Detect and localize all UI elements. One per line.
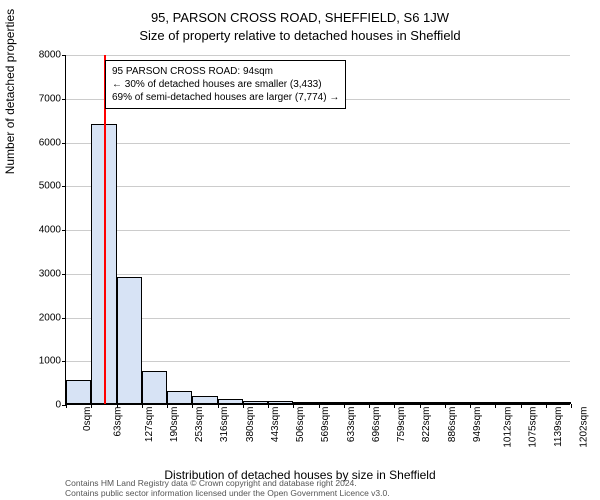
x-tick-label: 886sqm bbox=[447, 407, 458, 443]
x-tick-label: 443sqm bbox=[270, 407, 281, 443]
x-tick-label: 1012sqm bbox=[503, 407, 514, 448]
y-tick-label: 8000 bbox=[26, 50, 61, 61]
histogram-chart: 95, PARSON CROSS ROAD, SHEFFIELD, S6 1JW… bbox=[0, 0, 600, 500]
grid-line bbox=[66, 186, 570, 187]
x-tick-label: 506sqm bbox=[295, 407, 306, 443]
annotation-line1: 95 PARSON CROSS ROAD: 94sqm bbox=[112, 65, 339, 78]
y-tick-mark bbox=[62, 361, 66, 362]
x-tick-mark bbox=[293, 404, 294, 408]
y-tick-label: 4000 bbox=[26, 225, 61, 236]
x-tick-mark bbox=[268, 404, 269, 408]
histogram-bar bbox=[142, 371, 167, 404]
histogram-bar bbox=[394, 402, 419, 404]
annotation-box: 95 PARSON CROSS ROAD: 94sqm ← 30% of det… bbox=[105, 60, 346, 109]
y-tick-mark bbox=[62, 274, 66, 275]
y-tick-mark bbox=[62, 230, 66, 231]
histogram-bar bbox=[420, 402, 445, 404]
x-tick-label: 822sqm bbox=[421, 407, 432, 443]
y-tick-label: 1000 bbox=[26, 356, 61, 367]
x-tick-label: 1202sqm bbox=[578, 407, 589, 448]
x-tick-mark bbox=[571, 404, 572, 408]
attribution-text: Contains HM Land Registry data © Crown c… bbox=[65, 478, 390, 498]
x-tick-mark bbox=[91, 404, 92, 408]
histogram-bar bbox=[192, 396, 217, 404]
histogram-bar bbox=[243, 401, 268, 405]
histogram-bar bbox=[117, 277, 142, 404]
histogram-bar bbox=[293, 402, 318, 404]
histogram-bar bbox=[495, 402, 520, 404]
x-tick-mark bbox=[319, 404, 320, 408]
y-tick-label: 0 bbox=[26, 400, 61, 411]
x-tick-mark bbox=[66, 404, 67, 408]
x-tick-mark bbox=[142, 404, 143, 408]
histogram-bar bbox=[344, 402, 369, 404]
x-tick-label: 949sqm bbox=[472, 407, 483, 443]
x-tick-label: 633sqm bbox=[346, 407, 357, 443]
y-tick-label: 3000 bbox=[26, 268, 61, 279]
x-tick-mark bbox=[470, 404, 471, 408]
grid-line bbox=[66, 143, 570, 144]
histogram-bar bbox=[521, 402, 546, 404]
histogram-bar bbox=[167, 391, 192, 404]
x-tick-mark bbox=[546, 404, 547, 408]
x-tick-mark bbox=[167, 404, 168, 408]
histogram-bar bbox=[369, 402, 394, 404]
x-tick-mark bbox=[369, 404, 370, 408]
y-tick-mark bbox=[62, 143, 66, 144]
y-tick-label: 2000 bbox=[26, 312, 61, 323]
y-tick-mark bbox=[62, 99, 66, 100]
grid-line bbox=[66, 55, 570, 56]
x-tick-mark bbox=[420, 404, 421, 408]
attribution-line2: Contains public sector information licen… bbox=[65, 488, 390, 498]
x-tick-label: 253sqm bbox=[194, 407, 205, 443]
y-tick-mark bbox=[62, 55, 66, 56]
x-tick-label: 380sqm bbox=[245, 407, 256, 443]
x-tick-label: 127sqm bbox=[144, 407, 155, 443]
histogram-bar bbox=[546, 402, 571, 404]
x-tick-label: 190sqm bbox=[169, 407, 180, 443]
x-tick-mark bbox=[117, 404, 118, 408]
x-tick-mark bbox=[192, 404, 193, 408]
y-tick-label: 5000 bbox=[26, 181, 61, 192]
x-tick-label: 316sqm bbox=[219, 407, 230, 443]
x-tick-mark bbox=[495, 404, 496, 408]
annotation-line3: 69% of semi-detached houses are larger (… bbox=[112, 91, 339, 104]
chart-title-subtitle: Size of property relative to detached ho… bbox=[0, 25, 600, 43]
x-tick-label: 759sqm bbox=[396, 407, 407, 443]
y-tick-mark bbox=[62, 318, 66, 319]
x-tick-label: 696sqm bbox=[371, 407, 382, 443]
y-axis-label: Number of detached properties bbox=[3, 9, 17, 174]
y-tick-label: 6000 bbox=[26, 137, 61, 148]
histogram-bar bbox=[66, 380, 91, 404]
x-tick-label: 1075sqm bbox=[528, 407, 539, 448]
x-tick-mark bbox=[445, 404, 446, 408]
x-tick-label: 1139sqm bbox=[552, 407, 563, 447]
attribution-line1: Contains HM Land Registry data © Crown c… bbox=[65, 478, 390, 488]
x-tick-label: 0sqm bbox=[82, 407, 93, 431]
x-tick-mark bbox=[243, 404, 244, 408]
y-tick-label: 7000 bbox=[26, 93, 61, 104]
x-tick-mark bbox=[218, 404, 219, 408]
histogram-bar bbox=[470, 402, 495, 404]
annotation-line2: ← 30% of detached houses are smaller (3,… bbox=[112, 78, 339, 91]
x-tick-label: 569sqm bbox=[320, 407, 331, 443]
x-tick-mark bbox=[394, 404, 395, 408]
histogram-bar bbox=[319, 402, 344, 404]
x-tick-mark bbox=[521, 404, 522, 408]
grid-line bbox=[66, 274, 570, 275]
grid-line bbox=[66, 230, 570, 231]
histogram-bar bbox=[268, 401, 293, 404]
chart-title-address: 95, PARSON CROSS ROAD, SHEFFIELD, S6 1JW bbox=[0, 0, 600, 25]
x-tick-mark bbox=[344, 404, 345, 408]
y-tick-mark bbox=[62, 186, 66, 187]
histogram-bar bbox=[445, 402, 470, 404]
x-tick-label: 63sqm bbox=[113, 407, 124, 437]
histogram-bar bbox=[218, 399, 243, 404]
